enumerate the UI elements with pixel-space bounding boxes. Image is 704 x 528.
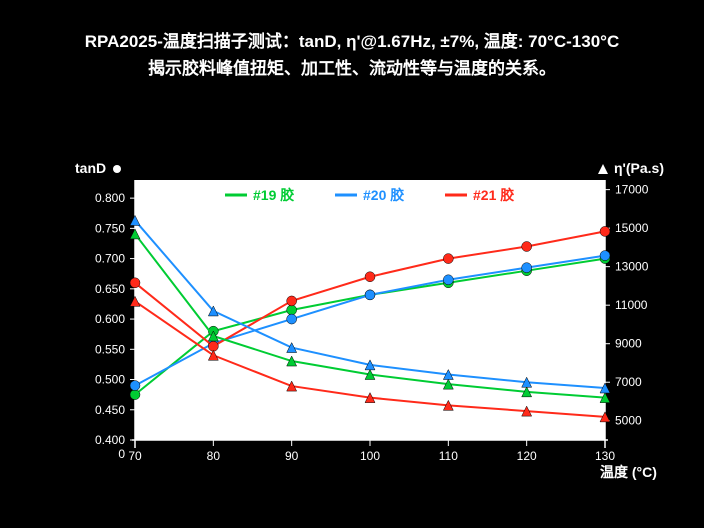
svg-text:#19 胶: #19 胶 <box>253 187 294 203</box>
x-axis-label: 温度 (°C) <box>600 462 657 482</box>
svg-text:15000: 15000 <box>615 221 649 235</box>
svg-text:0.600: 0.600 <box>95 312 125 326</box>
svg-text:11000: 11000 <box>615 298 648 312</box>
svg-text:0: 0 <box>118 447 125 461</box>
svg-text:90: 90 <box>285 449 299 463</box>
svg-text:0.550: 0.550 <box>95 342 125 356</box>
svg-text:5000: 5000 <box>615 414 642 428</box>
svg-text:0.650: 0.650 <box>95 282 125 296</box>
chart-title: RPA2025-温度扫描子测试：tanD, η'@1.67Hz, ±7%, 温度… <box>0 0 704 82</box>
svg-text:80: 80 <box>207 449 221 463</box>
svg-text:0.800: 0.800 <box>95 191 125 205</box>
svg-text:17000: 17000 <box>615 183 649 197</box>
svg-text:0.500: 0.500 <box>95 373 125 387</box>
svg-text:70: 70 <box>128 449 142 463</box>
svg-text:100: 100 <box>360 449 380 463</box>
svg-text:0.450: 0.450 <box>95 403 125 417</box>
svg-text:#20 胶: #20 胶 <box>363 187 404 203</box>
svg-text:0.700: 0.700 <box>95 252 125 266</box>
svg-text:0.400: 0.400 <box>95 433 125 447</box>
svg-text:7000: 7000 <box>615 375 642 389</box>
svg-text:0.750: 0.750 <box>95 221 125 235</box>
title-line-1: RPA2025-温度扫描子测试：tanD, η'@1.67Hz, ±7%, 温度… <box>0 28 704 55</box>
svg-text:110: 110 <box>439 449 458 463</box>
svg-text:9000: 9000 <box>615 337 642 351</box>
chart-area: 0.400 0.450 0.500 0.550 0.600 0.650 0.700 0.750… <box>60 155 660 495</box>
svg-text:13000: 13000 <box>615 260 649 274</box>
svg-text:120: 120 <box>517 449 537 463</box>
title-line-2: 揭示胶料峰值扭矩、加工性、流动性等与温度的关系。 <box>0 55 704 82</box>
svg-text:#21 胶: #21 胶 <box>473 187 514 203</box>
svg-text:130: 130 <box>595 449 615 463</box>
